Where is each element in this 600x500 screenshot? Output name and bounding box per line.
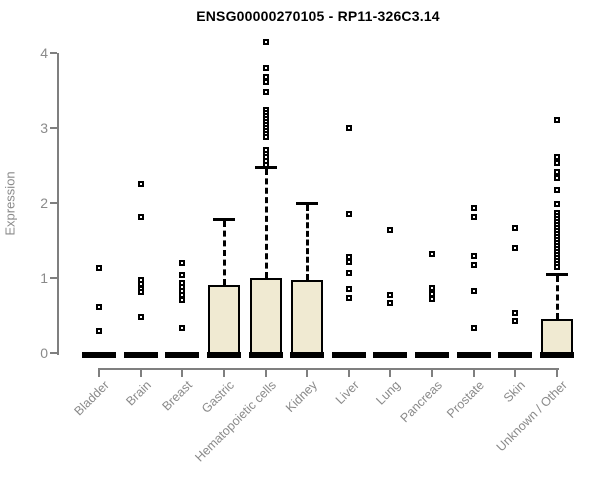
y-tick-label: 4: [40, 45, 48, 61]
outlier-point: [470, 205, 477, 212]
y-tick-label: 3: [40, 120, 48, 136]
median-bar: [248, 352, 283, 358]
median-bar: [82, 352, 116, 358]
outlier-point: [137, 213, 144, 220]
outlier-point: [137, 181, 144, 188]
outlier-point: [179, 272, 186, 278]
outlier-point: [345, 211, 352, 218]
median-bar: [498, 352, 533, 358]
outlier-point: [387, 292, 394, 299]
outlier-point: [179, 325, 186, 332]
outlier-point: [470, 287, 477, 294]
outlier-point: [512, 317, 519, 324]
outlier-point: [179, 296, 186, 303]
x-axis-tick: [347, 370, 350, 377]
outlier-point: [96, 303, 102, 310]
outlier-point: [554, 263, 561, 270]
y-axis-tick: [50, 202, 57, 204]
x-axis-line: [98, 368, 560, 370]
outlier-point: [345, 258, 352, 265]
outlier-point: [554, 169, 561, 176]
outlier-point: [262, 65, 269, 71]
outlier-point: [470, 214, 477, 221]
outlier-point: [554, 154, 561, 161]
box: [207, 284, 240, 355]
outlier-point: [96, 328, 102, 335]
y-tick-label: 1: [40, 270, 48, 286]
x-axis-tick: [472, 370, 475, 377]
x-axis-tick: [222, 370, 225, 377]
y-axis-line: [57, 53, 59, 355]
outlier-point: [345, 125, 352, 131]
x-axis-tick: [431, 370, 434, 377]
whisker-cap: [546, 273, 569, 277]
outlier-point: [137, 314, 144, 320]
upper-whisker: [222, 220, 226, 285]
outlier-point: [262, 134, 269, 140]
outlier-point: [262, 38, 269, 45]
x-axis-tick: [556, 370, 559, 377]
outlier-point: [554, 160, 561, 167]
box: [249, 278, 282, 355]
whisker-cap: [296, 202, 319, 205]
outlier-point: [96, 265, 102, 272]
outlier-point: [554, 187, 561, 194]
outlier-point: [470, 253, 477, 260]
x-axis-tick: [181, 370, 184, 377]
outlier-point: [429, 296, 436, 302]
outlier-point: [470, 262, 477, 269]
upper-whisker: [556, 276, 560, 320]
median-bar: [456, 352, 491, 358]
x-axis-tick: [264, 370, 267, 377]
median-bar: [540, 352, 575, 358]
outlier-point: [429, 290, 436, 297]
median-bar: [290, 352, 325, 358]
x-axis-tick: [139, 370, 142, 377]
outlier-point: [512, 245, 519, 251]
outlier-point: [345, 286, 352, 293]
outlier-point: [512, 310, 519, 317]
x-axis-tick: [98, 370, 100, 377]
outlier-point: [262, 79, 269, 86]
box: [291, 280, 324, 355]
outlier-point: [429, 251, 436, 257]
median-bar: [165, 352, 200, 358]
outlier-point: [387, 227, 394, 233]
outlier-point: [179, 260, 186, 266]
y-axis-tick: [50, 127, 57, 129]
outlier-point: [554, 200, 561, 207]
chart-title: ENSG00000270105 - RP11-326C3.14: [196, 8, 440, 24]
outlier-point: [137, 289, 144, 296]
upper-whisker: [306, 205, 310, 281]
y-tick-label: 0: [40, 345, 48, 361]
whisker-cap: [212, 217, 235, 221]
x-axis-tick: [514, 370, 517, 377]
outlier-point: [345, 295, 352, 302]
median-bar: [415, 352, 450, 358]
median-bar: [206, 352, 241, 358]
x-axis-tick: [306, 370, 309, 377]
box: [541, 319, 574, 355]
x-axis-tick: [389, 370, 392, 377]
median-bar: [373, 352, 408, 358]
outlier-point: [554, 116, 561, 123]
y-axis-tick: [50, 277, 57, 279]
outlier-point: [429, 284, 436, 291]
outlier-point: [262, 89, 269, 95]
outlier-point: [345, 269, 352, 276]
outlier-point: [470, 325, 477, 332]
outlier-point: [262, 161, 269, 168]
upper-whisker: [264, 169, 268, 278]
median-bar: [123, 352, 158, 358]
outlier-point: [554, 175, 561, 182]
y-axis-tick: [50, 352, 57, 354]
y-axis-title: Expression: [2, 171, 18, 236]
outlier-point: [512, 224, 519, 231]
y-axis-tick: [50, 52, 57, 54]
median-bar: [331, 352, 366, 358]
y-tick-label: 2: [40, 195, 48, 211]
outlier-point: [387, 299, 394, 306]
outlier-point: [262, 74, 269, 80]
